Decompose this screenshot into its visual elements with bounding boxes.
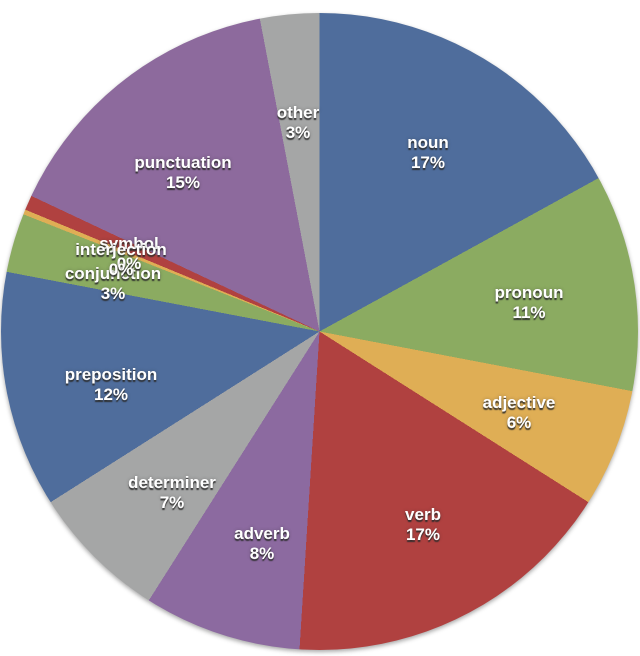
pie bbox=[1, 13, 638, 650]
